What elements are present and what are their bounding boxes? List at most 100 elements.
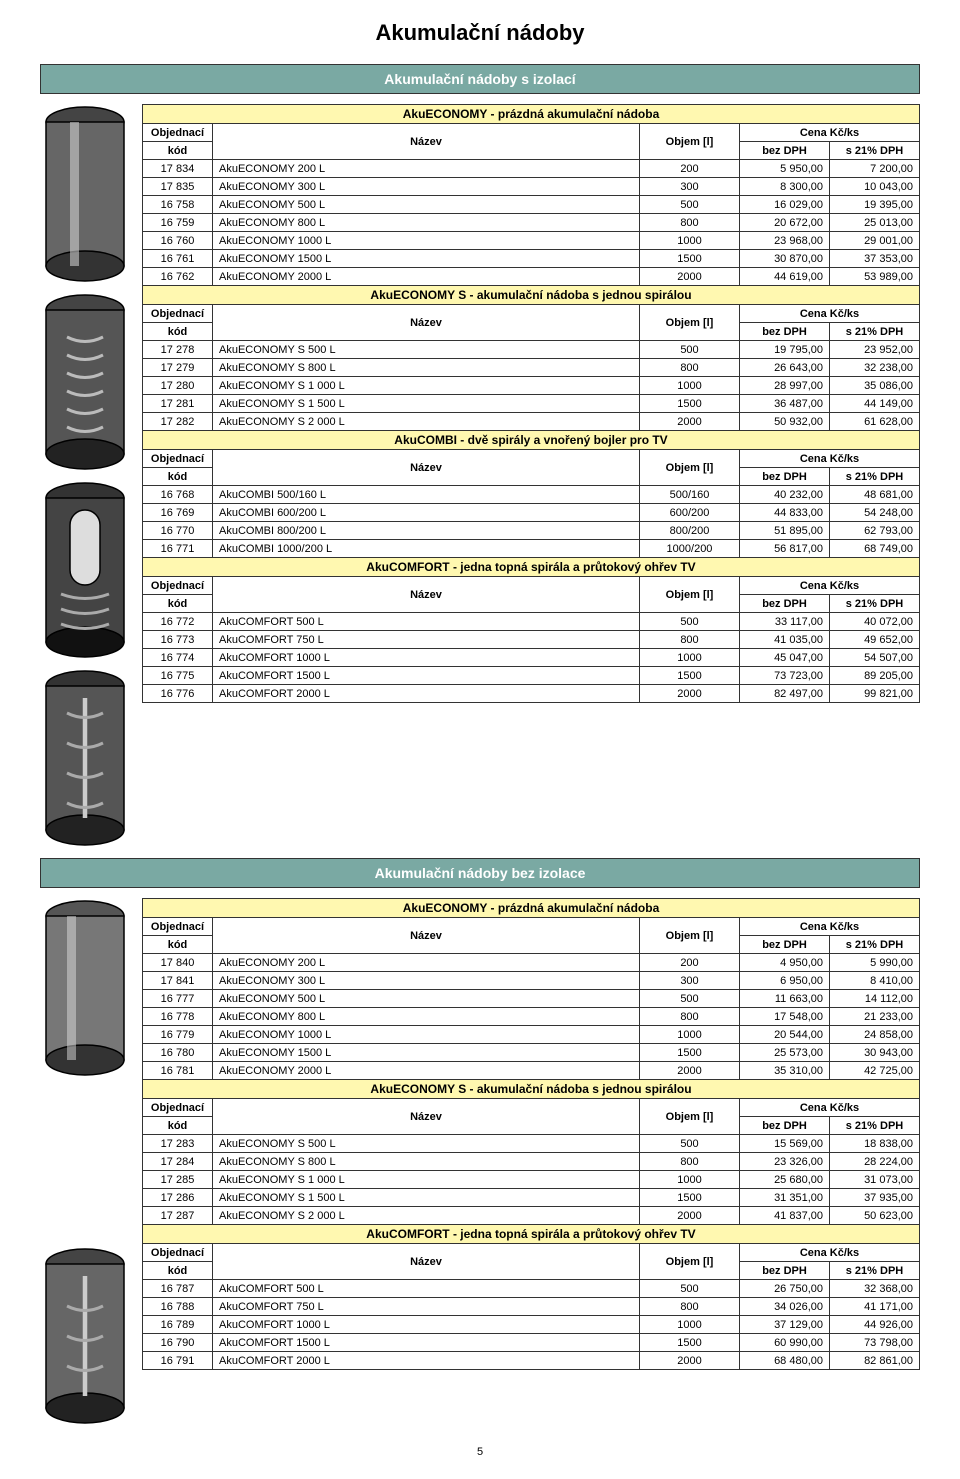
cell-name: AkuCOMFORT 1500 L — [213, 667, 640, 685]
cell-price-dph: 53 989,00 — [830, 268, 920, 286]
cell-price-nodph: 17 548,00 — [740, 1008, 830, 1026]
hdr-bezdph: bez DPH — [740, 323, 830, 341]
cell-name: AkuECONOMY 200 L — [213, 954, 640, 972]
cell-price-dph: 28 224,00 — [830, 1153, 920, 1171]
tank-icon — [40, 668, 130, 848]
cell-code: 17 835 — [143, 178, 213, 196]
table-row: 16 762AkuECONOMY 2000 L200044 619,0053 9… — [143, 268, 920, 286]
cell-vol: 200 — [640, 954, 740, 972]
hdr-bezdph: bez DPH — [740, 142, 830, 160]
table-row: 16 768AkuCOMBI 500/160 L500/16040 232,00… — [143, 486, 920, 504]
cell-price-dph: 18 838,00 — [830, 1135, 920, 1153]
cell-name: AkuCOMBI 600/200 L — [213, 504, 640, 522]
cell-name: AkuECONOMY 1500 L — [213, 1044, 640, 1062]
hdr-sdph: s 21% DPH — [830, 936, 920, 954]
group-title-row: AkuCOMFORT - jedna topná spirála a průto… — [143, 1225, 920, 1244]
section1-block: AkuECONOMY - prázdná akumulační nádobaOb… — [40, 104, 920, 848]
hdr-cena: Cena Kč/ks — [740, 450, 920, 468]
hdr-bezdph: bez DPH — [740, 595, 830, 613]
cell-name: AkuECONOMY S 1 000 L — [213, 1171, 640, 1189]
hdr-obj: Objednací — [143, 450, 213, 468]
group-title-row: AkuECONOMY - prázdná akumulační nádoba — [143, 105, 920, 124]
cell-code: 16 787 — [143, 1280, 213, 1298]
table-row: 16 769AkuCOMBI 600/200 L600/20044 833,00… — [143, 504, 920, 522]
cell-code: 17 283 — [143, 1135, 213, 1153]
cell-price-dph: 31 073,00 — [830, 1171, 920, 1189]
cell-name: AkuCOMFORT 2000 L — [213, 685, 640, 703]
cell-price-nodph: 51 895,00 — [740, 522, 830, 540]
cell-price-nodph: 60 990,00 — [740, 1334, 830, 1352]
cell-vol: 500/160 — [640, 486, 740, 504]
cell-name: AkuECONOMY S 2 000 L — [213, 1207, 640, 1225]
cell-price-nodph: 40 232,00 — [740, 486, 830, 504]
cell-code: 17 285 — [143, 1171, 213, 1189]
header-row: ObjednacíNázevObjem [l]Cena Kč/ks — [143, 1099, 920, 1117]
cell-code: 17 279 — [143, 359, 213, 377]
cell-vol: 200 — [640, 160, 740, 178]
cell-price-dph: 37 353,00 — [830, 250, 920, 268]
cell-code: 16 790 — [143, 1334, 213, 1352]
cell-price-nodph: 25 573,00 — [740, 1044, 830, 1062]
cell-name: AkuECONOMY S 800 L — [213, 359, 640, 377]
cell-price-nodph: 44 833,00 — [740, 504, 830, 522]
cell-price-nodph: 30 870,00 — [740, 250, 830, 268]
cell-vol: 800 — [640, 359, 740, 377]
cell-price-dph: 44 926,00 — [830, 1316, 920, 1334]
hdr-name: Název — [213, 124, 640, 160]
hdr-vol: Objem [l] — [640, 124, 740, 160]
table-row: 17 841AkuECONOMY 300 L3006 950,008 410,0… — [143, 972, 920, 990]
cell-code: 16 778 — [143, 1008, 213, 1026]
cell-vol: 500 — [640, 1280, 740, 1298]
cell-code: 16 771 — [143, 540, 213, 558]
hdr-vol: Objem [l] — [640, 577, 740, 613]
table-row: 16 788AkuCOMFORT 750 L80034 026,0041 171… — [143, 1298, 920, 1316]
table-row: 17 835AkuECONOMY 300 L3008 300,0010 043,… — [143, 178, 920, 196]
cell-price-nodph: 23 968,00 — [740, 232, 830, 250]
cell-vol: 1000 — [640, 1171, 740, 1189]
cell-name: AkuECONOMY S 1 000 L — [213, 377, 640, 395]
table-row: 17 840AkuECONOMY 200 L2004 950,005 990,0… — [143, 954, 920, 972]
cell-name: AkuECONOMY 200 L — [213, 160, 640, 178]
table-row: 17 285AkuECONOMY S 1 000 L100025 680,003… — [143, 1171, 920, 1189]
cell-code: 17 834 — [143, 160, 213, 178]
cell-price-dph: 50 623,00 — [830, 1207, 920, 1225]
table-row: 17 283AkuECONOMY S 500 L50015 569,0018 8… — [143, 1135, 920, 1153]
hdr-cena: Cena Kč/ks — [740, 1244, 920, 1262]
cell-vol: 800/200 — [640, 522, 740, 540]
cell-vol: 1000 — [640, 649, 740, 667]
cell-code: 16 761 — [143, 250, 213, 268]
cell-vol: 2000 — [640, 1352, 740, 1370]
hdr-cena: Cena Kč/ks — [740, 305, 920, 323]
cell-vol: 1500 — [640, 667, 740, 685]
cell-price-dph: 61 628,00 — [830, 413, 920, 431]
cell-code: 16 781 — [143, 1062, 213, 1080]
hdr-name: Název — [213, 305, 640, 341]
section2-table: AkuECONOMY - prázdná akumulační nádoba Ob… — [142, 898, 920, 1370]
cell-name: AkuECONOMY 800 L — [213, 1008, 640, 1026]
cell-price-nodph: 44 619,00 — [740, 268, 830, 286]
table-row: 17 834AkuECONOMY 200 L2005 950,007 200,0… — [143, 160, 920, 178]
table-row: 17 279AkuECONOMY S 800 L80026 643,0032 2… — [143, 359, 920, 377]
cell-name: AkuCOMFORT 500 L — [213, 613, 640, 631]
cell-price-dph: 14 112,00 — [830, 990, 920, 1008]
table-row: 16 774AkuCOMFORT 1000 L100045 047,0054 5… — [143, 649, 920, 667]
cell-price-nodph: 26 750,00 — [740, 1280, 830, 1298]
cell-price-nodph: 36 487,00 — [740, 395, 830, 413]
table-row: 16 787AkuCOMFORT 500 L50026 750,0032 368… — [143, 1280, 920, 1298]
cell-price-nodph: 16 029,00 — [740, 196, 830, 214]
hdr-cena: Cena Kč/ks — [740, 124, 920, 142]
cell-code: 16 758 — [143, 196, 213, 214]
table-row: 16 772AkuCOMFORT 500 L50033 117,0040 072… — [143, 613, 920, 631]
section1-thumbs — [40, 104, 130, 848]
cell-price-nodph: 56 817,00 — [740, 540, 830, 558]
tank-icon — [40, 292, 130, 472]
cell-price-nodph: 11 663,00 — [740, 990, 830, 1008]
cell-code: 17 841 — [143, 972, 213, 990]
section2-thumbs — [40, 898, 130, 1426]
cell-vol: 1000 — [640, 232, 740, 250]
table-row: 16 780AkuECONOMY 1500 L150025 573,0030 9… — [143, 1044, 920, 1062]
cell-price-nodph: 20 672,00 — [740, 214, 830, 232]
cell-vol: 600/200 — [640, 504, 740, 522]
group-title-row: AkuECONOMY - prázdná akumulační nádoba — [143, 899, 920, 918]
cell-code: 16 769 — [143, 504, 213, 522]
